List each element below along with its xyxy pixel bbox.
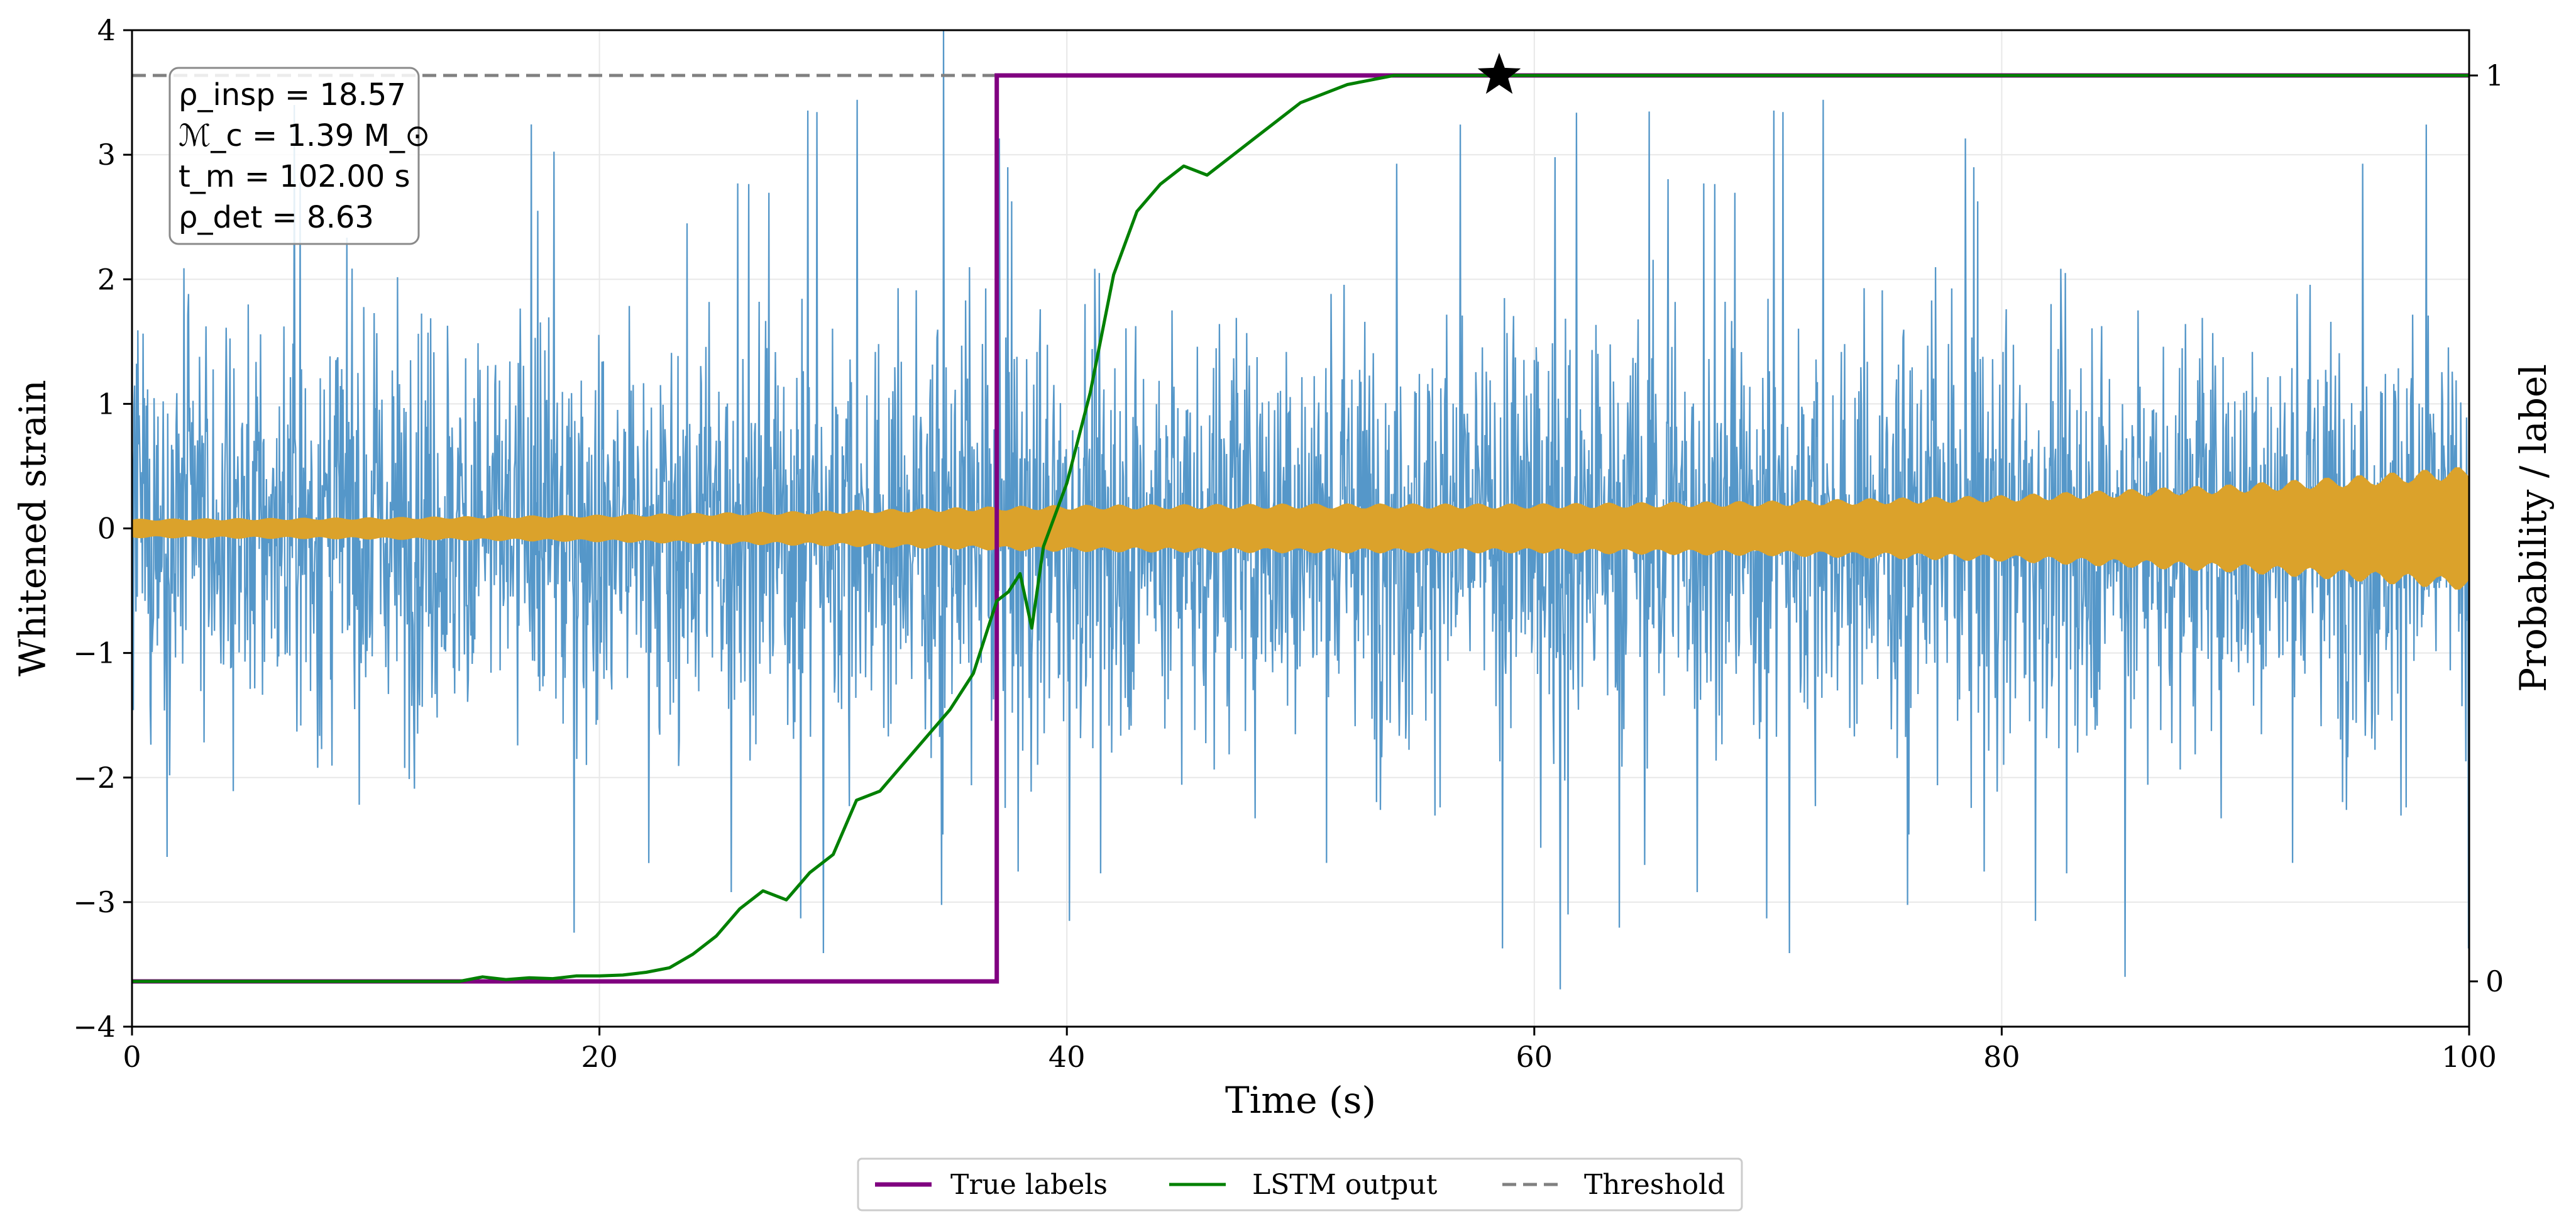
x-tick-label: 60 — [1516, 1040, 1553, 1074]
x-tick-label: 100 — [2441, 1040, 2497, 1074]
y-left-tick-label: −3 — [73, 885, 116, 919]
y-left-tick-label: 3 — [97, 138, 116, 172]
annotation-merger-time: t_m = 102.00 s — [179, 159, 410, 194]
legend-label-threshold: Threshold — [1584, 1169, 1725, 1201]
signal-band — [132, 467, 2469, 590]
annotation-rho-insp: ρ_insp = 18.57 — [179, 77, 406, 113]
y-right-tick-label: 1 — [2485, 58, 2504, 92]
annotation-box: ρ_insp = 18.57 ℳ_c = 1.39 M_⊙ t_m = 102.… — [168, 67, 430, 245]
y-left-tick-label: −4 — [73, 1010, 116, 1044]
legend-frame — [857, 1157, 1743, 1212]
annotation-box-frame — [168, 67, 420, 245]
x-tick-label: 80 — [1983, 1040, 2020, 1074]
y-left-tick-label: 0 — [97, 512, 116, 546]
y-axis-label-right: Probability / label — [2512, 364, 2555, 692]
legend: True labels LSTM output Threshold — [857, 1157, 1743, 1212]
y-axis-left: −4 −3 −2 −1 0 1 2 3 4 — [73, 13, 132, 1044]
y-left-tick-label: −1 — [73, 636, 116, 670]
y-axis-label-left: Whitened strain — [11, 380, 54, 676]
x-tick-label: 0 — [123, 1040, 141, 1074]
x-axis-label: Time (s) — [1225, 1079, 1376, 1122]
y-left-tick-label: 4 — [97, 13, 116, 47]
lstm-output-line — [132, 74, 2469, 983]
legend-label-true-labels: True labels — [950, 1169, 1108, 1201]
y-left-tick-label: 2 — [97, 262, 116, 296]
noise-trace — [132, 30, 2469, 990]
x-axis: 0 20 40 60 80 100 — [123, 1027, 2497, 1074]
y-right-tick-label: 0 — [2485, 964, 2504, 998]
x-tick-label: 40 — [1049, 1040, 1086, 1074]
y-axis-right: 01 — [2469, 58, 2504, 998]
detection-star-marker — [1477, 53, 1521, 94]
y-left-tick-label: 1 — [97, 387, 116, 421]
y-left-tick-label: −2 — [73, 761, 116, 795]
annotation-rho-det: ρ_det = 8.63 — [179, 200, 374, 235]
legend-label-lstm-output: LSTM output — [1252, 1169, 1438, 1201]
x-tick-label: 20 — [581, 1040, 618, 1074]
annotation-chirp-mass: ℳ_c = 1.39 M_⊙ — [179, 118, 430, 153]
